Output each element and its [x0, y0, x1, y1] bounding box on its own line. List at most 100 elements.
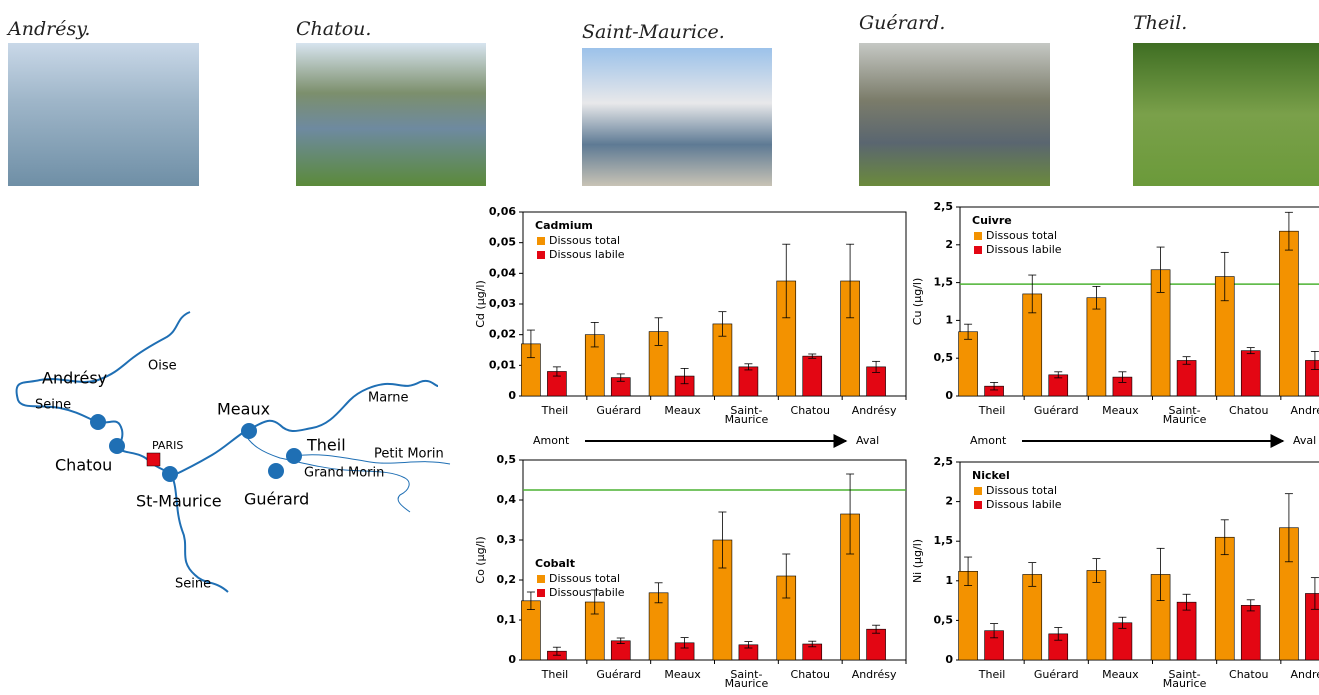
map-label: Andrésy — [42, 369, 107, 388]
error-bar — [1182, 356, 1191, 365]
x-tick-label: Meaux — [1102, 404, 1139, 417]
error-bar — [680, 367, 689, 385]
error-bar — [744, 363, 753, 371]
x-tick-label: Saint-Maurice — [1163, 668, 1207, 690]
map-sites — [90, 414, 302, 482]
bar — [802, 355, 823, 397]
error-bar — [552, 366, 561, 377]
error-bar — [964, 556, 973, 586]
error-bar — [990, 623, 999, 639]
bar — [738, 366, 759, 397]
error-bar — [1284, 493, 1293, 563]
y-tick-label: 2 — [945, 238, 953, 251]
error-bar — [1118, 371, 1127, 383]
legend-swatch — [974, 501, 982, 509]
legend-label: Dissous labile — [986, 498, 1062, 511]
y-tick-label: 0,5 — [934, 351, 954, 364]
y-axis-label: Co (µg/l) — [474, 536, 487, 583]
paris-marker — [146, 452, 161, 467]
x-tick-label: Chatou — [1229, 668, 1268, 681]
y-tick-label: 0,2 — [497, 573, 517, 586]
legend-swatch — [974, 232, 982, 240]
photo-caption: Andrésy. — [6, 18, 90, 40]
site — [286, 448, 302, 464]
x-tick-label: Andrésy — [852, 668, 897, 681]
error-bar — [782, 553, 791, 599]
photo — [8, 43, 199, 186]
error-bar — [616, 637, 625, 644]
y-tick-label: 1 — [945, 574, 953, 587]
x-tick-label: Saint-Maurice — [725, 668, 769, 690]
y-tick-label: 0,05 — [489, 236, 516, 249]
legend-swatch — [974, 246, 982, 254]
y-axis-label: Cu (µg/l) — [911, 278, 924, 325]
map-label: Petit Morin — [374, 447, 444, 462]
y-tick-label: 0,5 — [934, 613, 954, 626]
x-tick-label: Saint-Maurice — [1163, 404, 1207, 426]
error-bar — [1182, 593, 1191, 611]
chart-title: Cuivre — [972, 214, 1012, 227]
chart-title: Cobalt — [535, 557, 575, 570]
error-bar — [1092, 558, 1101, 583]
site — [268, 463, 284, 479]
error-bar — [1156, 547, 1165, 601]
error-bar — [1220, 519, 1229, 556]
y-axis-label: Ni (µg/l) — [911, 539, 924, 583]
legend-label: Dissous total — [986, 229, 1057, 242]
bar — [1022, 574, 1043, 661]
error-bar — [846, 243, 855, 319]
x-tick-label: Theil — [541, 404, 569, 417]
x-tick-label: Guérard — [596, 404, 641, 417]
legend-swatch — [537, 251, 545, 259]
y-tick-label: 0,5 — [497, 453, 517, 466]
error-bar — [872, 624, 881, 634]
legend-swatch — [537, 575, 545, 583]
legend-label: Dissous total — [986, 484, 1057, 497]
error-bar — [1118, 616, 1127, 629]
river — [243, 379, 439, 433]
photo — [1133, 43, 1319, 186]
chart-title: Nickel — [972, 469, 1010, 482]
error-bar — [872, 360, 881, 373]
y-tick-label: 0,3 — [497, 533, 517, 546]
error-bar — [1054, 371, 1063, 379]
site — [109, 438, 125, 454]
site — [90, 414, 106, 430]
y-tick-label: 0,06 — [489, 205, 516, 218]
error-bar — [808, 640, 817, 648]
map-label: Marne — [368, 391, 409, 406]
y-tick-label: 1,5 — [934, 276, 954, 289]
x-tick-label: Chatou — [791, 404, 830, 417]
map-label: Meaux — [217, 400, 270, 419]
y-tick-label: 1 — [945, 313, 953, 326]
photo-caption: Chatou. — [296, 18, 371, 40]
photo — [859, 43, 1050, 186]
bar — [1305, 593, 1319, 661]
bar — [1214, 536, 1235, 661]
legend-swatch — [537, 589, 545, 597]
chart-title: Cadmium — [535, 219, 593, 232]
bar — [1086, 570, 1107, 661]
map-label: Chatou — [55, 456, 112, 475]
annotation: Aval — [856, 434, 879, 447]
annotation: Amont — [970, 434, 1007, 447]
x-tick-label: Meaux — [664, 668, 701, 681]
y-axis-label: Cd (µg/l) — [474, 280, 487, 328]
site — [162, 466, 178, 482]
error-bar — [1246, 347, 1255, 355]
y-tick-label: 2 — [945, 495, 953, 508]
map-label: PARIS — [152, 439, 183, 452]
x-tick-label: Andrésy — [1291, 668, 1319, 681]
river — [171, 475, 229, 593]
y-tick-label: 2,5 — [934, 455, 954, 468]
error-bar — [654, 582, 663, 604]
y-tick-label: 0,02 — [489, 328, 516, 341]
y-tick-label: 0,01 — [489, 358, 516, 371]
x-tick-label: Saint-Maurice — [725, 404, 769, 426]
error-bar — [1028, 562, 1037, 587]
y-tick-label: 0,03 — [489, 297, 516, 310]
photos: Andrésy. Chatou. Saint-Maurice. Guérard.… — [6, 12, 1319, 186]
x-tick-label: Theil — [978, 668, 1006, 681]
bar — [1176, 601, 1197, 661]
